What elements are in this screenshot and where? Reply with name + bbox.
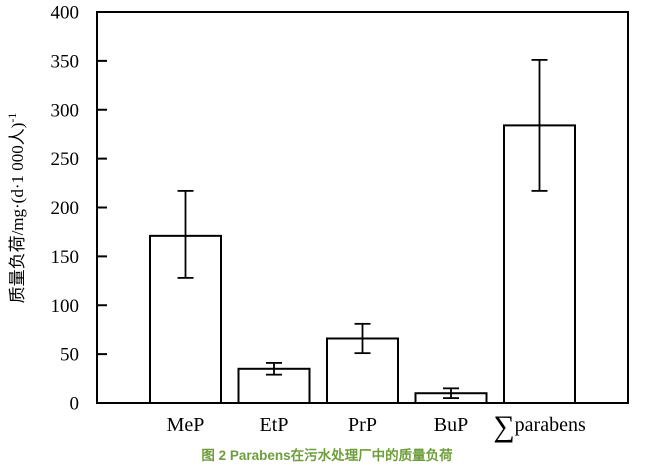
y-axis-tick-label: 400 (51, 3, 80, 24)
y-axis-title: 质量负荷/mg·(d·1 000人)-1 (5, 113, 27, 304)
y-axis-tick-label: 300 (51, 100, 80, 121)
bar-chart: 0 50 100 150 200 250 300 350 400 质量负荷/mg·(d·1 000… (5, 3, 629, 443)
figure-caption: 图 2 Parabens在污水处理厂中的质量负荷 (201, 448, 453, 463)
y-axis-tick-label: 0 (70, 394, 80, 415)
y-axis-tick-label: 50 (60, 345, 79, 366)
y-axis-tick-label: 150 (51, 247, 80, 268)
y-axis-tick-label: 350 (51, 51, 80, 72)
x-axis-label-MeP: MeP (167, 414, 205, 436)
x-axis-label-BuP: BuP (434, 414, 468, 436)
x-axis-label-EtP: EtP (260, 414, 289, 436)
y-axis-tick-label: 200 (51, 198, 80, 219)
x-axis-label-sum-parabens: ∑parabens (493, 410, 586, 443)
y-axis-tick-label: 250 (51, 149, 80, 170)
y-axis-tick-label: 100 (51, 296, 80, 317)
x-axis-label-PrP: PrP (348, 414, 377, 436)
